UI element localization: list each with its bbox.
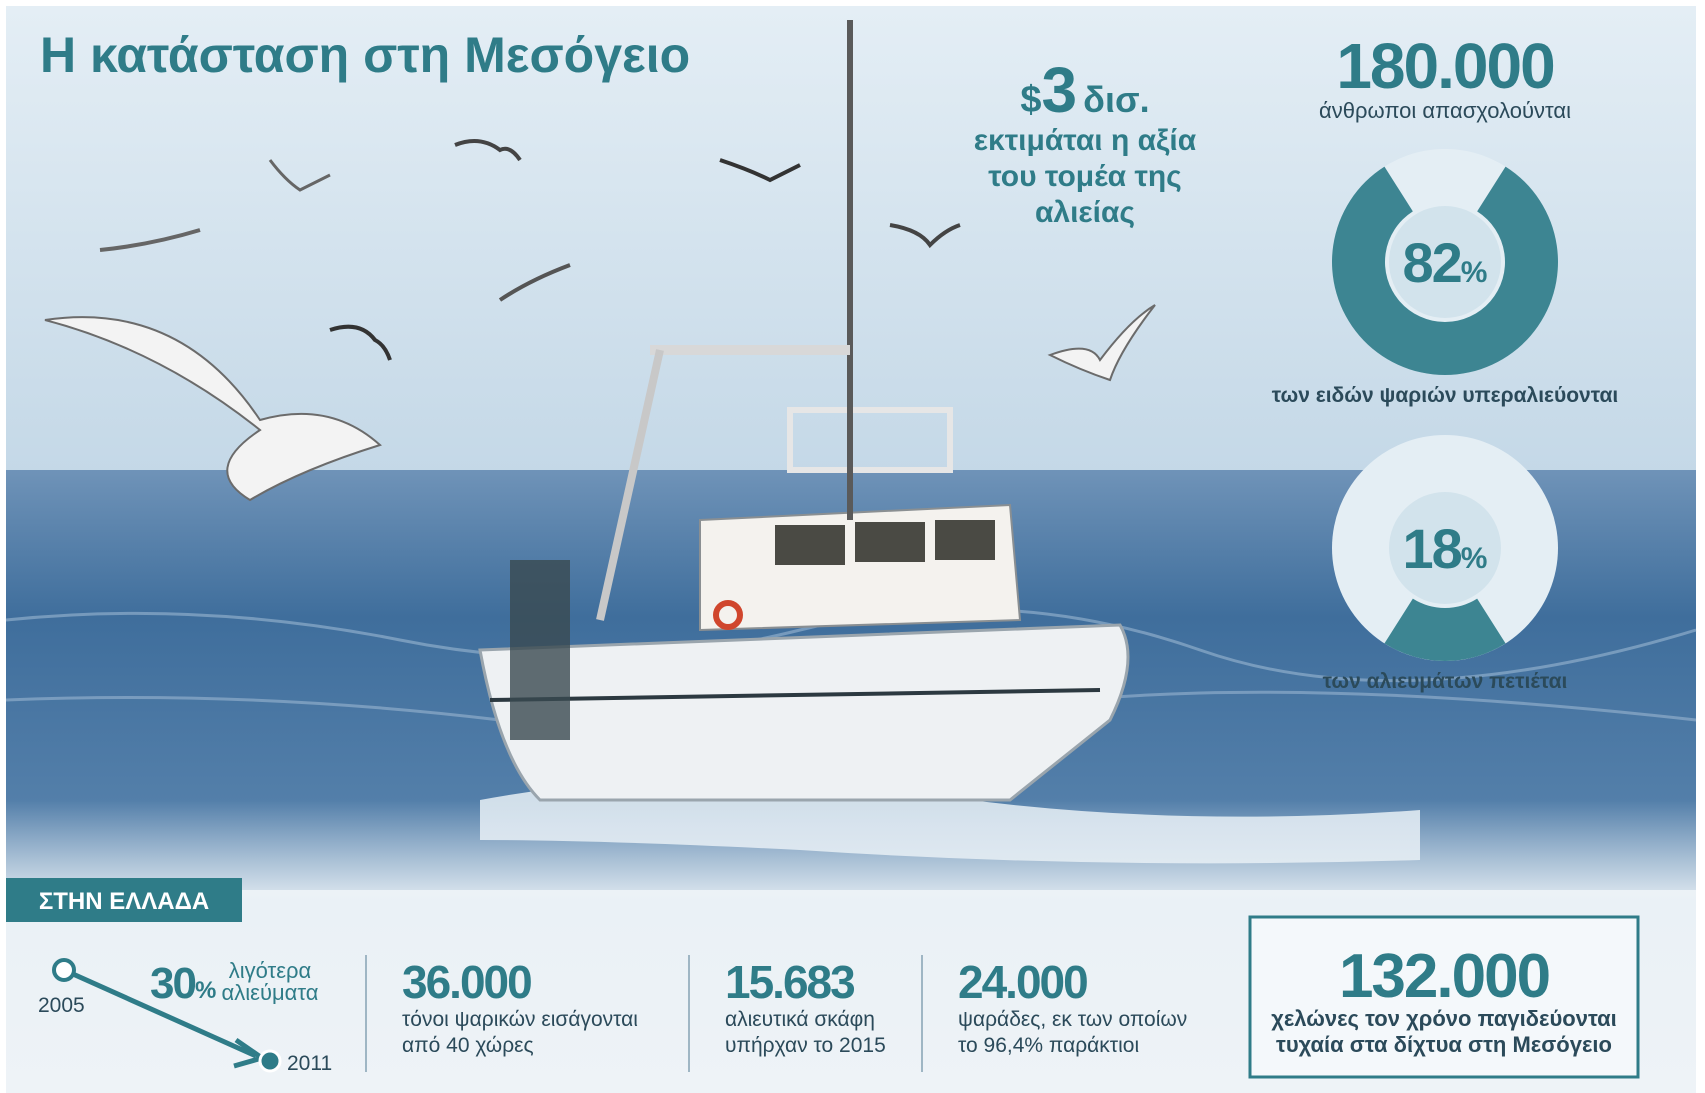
stat-caption: υπήρχαν το 2015 <box>725 1034 886 1057</box>
currency: $ <box>1020 79 1041 121</box>
trend-start: 2005 <box>38 994 85 1017</box>
turtles-caption: χελώνες τον χρόνο παγιδεύονται <box>1271 1006 1617 1031</box>
trend-unit: % <box>195 977 216 1004</box>
donut-caption: των ειδών ψαριών υπεραλιεύονται <box>1272 384 1619 407</box>
donut-value: 82 <box>1403 231 1461 294</box>
infographic: Η κατάσταση στη Μεσόγειο $3δισ. εκτιμάτα… <box>0 0 1705 1093</box>
stat-caption: το 96,4% παράκτιοι <box>958 1034 1139 1057</box>
donut-unit: % <box>1461 256 1488 289</box>
section-label: ΣΤΗΝ ΕΛΛΑΔΑ <box>39 888 209 915</box>
unit: δισ. <box>1083 79 1149 120</box>
amount: 3 <box>1042 54 1076 126</box>
donut-unit: % <box>1461 542 1488 575</box>
trend-number: 30 <box>150 959 195 1008</box>
sector-caption: του τομέα της <box>988 160 1182 193</box>
stat-number: 36.000 <box>402 956 531 1008</box>
trend-end-dot <box>260 1051 280 1071</box>
sector-caption: αλιείας <box>1035 196 1135 229</box>
donut-value: 18 <box>1403 517 1462 580</box>
stat-caption: αλιευτικά σκάφη <box>725 1008 875 1031</box>
stat-caption: από 40 χώρες <box>402 1034 534 1057</box>
stat-caption: ψαράδες, εκ των οποίων <box>958 1008 1187 1031</box>
stat-number: 24.000 <box>958 956 1087 1008</box>
stat-caption: τόνοι ψαρικών εισάγονται <box>402 1008 638 1031</box>
trend-start-dot <box>54 960 74 980</box>
page: {"title": "Η κατάσταση στη Μεσόγειο", "s… <box>0 0 1705 1093</box>
trend-caption: αλιεύματα <box>222 980 319 1005</box>
employment-number: 180.000 <box>1336 30 1553 102</box>
turtles-number: 132.000 <box>1339 942 1549 1011</box>
employment-caption: άνθρωποι απασχολούνται <box>1319 98 1571 123</box>
stat-number: 15.683 <box>725 956 854 1008</box>
title: Η κατάσταση στη Μεσόγειο <box>40 27 690 83</box>
trend-end: 2011 <box>287 1052 332 1075</box>
turtles-caption: τυχαία στα δίχτυα στη Μεσόγειο <box>1276 1032 1612 1057</box>
donut-caption: των αλιευμάτων πετιέται <box>1323 670 1568 693</box>
sector-caption: εκτιμάται η αξία <box>974 124 1197 157</box>
